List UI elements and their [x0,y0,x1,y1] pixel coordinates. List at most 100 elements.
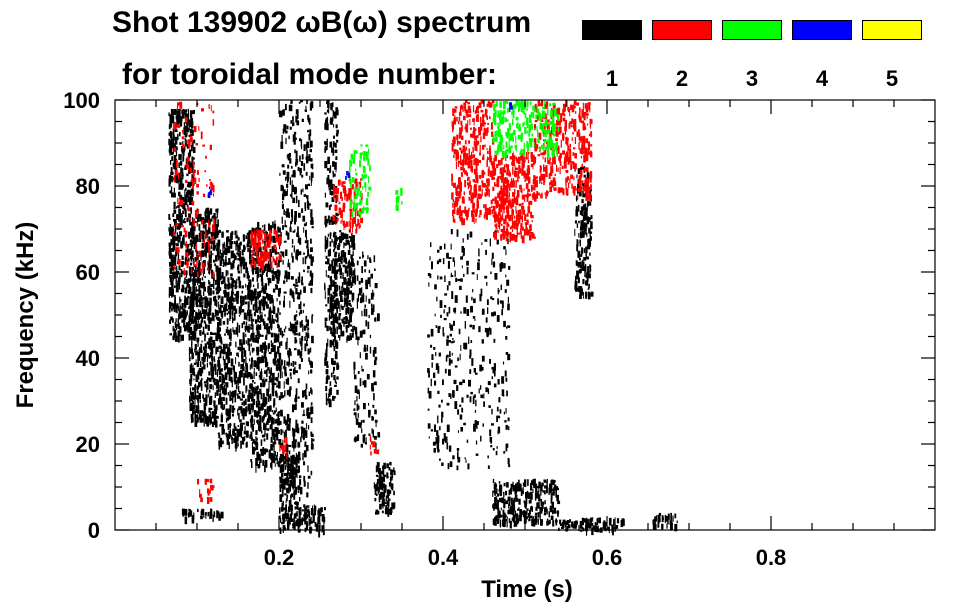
spectrum-point [301,338,303,345]
spectrum-point [175,252,178,257]
spectrum-point [234,308,238,314]
spectrum-point [271,347,275,350]
spectrum-point [196,351,200,355]
spectrum-point [193,367,195,376]
spectrum-point [270,310,274,314]
spectrum-point [168,287,172,295]
spectrum-point [464,140,467,145]
spectrum-point [454,365,458,368]
spectrum-point [262,303,266,311]
spectrum-point [501,389,505,396]
spectrum-point [500,484,503,493]
spectrum-point [210,105,212,112]
spectrum-point [334,235,337,242]
spectrum-point [493,503,495,511]
spectrum-point [232,408,236,411]
spectrum-point [479,364,483,372]
spectrum-point [498,497,502,502]
spectrum-point [357,413,359,418]
spectrum-point [201,417,205,422]
spectrum-point [192,181,194,189]
spectrum-point [169,333,172,336]
spectrum-point [196,271,199,278]
spectrum-point [208,245,210,253]
spectrum-point [509,520,512,529]
spectrum-point [245,443,248,448]
spectrum-point [186,161,189,165]
spectrum-point [393,490,395,496]
spectrum-point [207,261,209,264]
spectrum-point [244,325,248,331]
legend-swatch-1 [582,20,642,40]
spectrum-point [168,132,171,136]
spectrum-point [504,501,507,505]
spectrum-point [310,443,314,450]
spectrum-point [189,135,193,142]
spectrum-point [343,242,345,249]
spectrum-point [192,286,195,294]
spectrum-point [186,246,189,251]
spectrum-point [354,180,357,184]
spectrum-point [171,136,173,140]
spectrum-point [222,320,226,325]
spectrum-point [303,163,306,171]
spectrum-point [275,427,279,431]
spectrum-point [251,231,254,239]
spectrum-point [212,377,216,383]
spectrum-point [505,249,507,256]
spectrum-point [233,241,236,245]
spectrum-point [175,324,179,327]
spectrum-point [258,229,262,236]
spectrum-point [175,318,177,322]
spectrum-point [499,484,501,493]
spectrum-point [459,353,461,361]
spectrum-point [215,279,217,285]
spectrum-point [178,305,180,311]
spectrum-point [506,516,508,520]
spectrum-point [555,491,557,498]
spectrum-point [532,516,534,520]
spectrum-point [192,515,195,520]
spectrum-point [276,358,279,364]
spectrum-point [185,112,187,119]
spectrum-point [304,444,306,447]
spectrum-point [256,330,260,336]
spectrum-point [226,296,229,302]
spectrum-point [265,326,268,330]
spectrum-point [335,350,338,359]
spectrum-point [194,384,196,393]
spectrum-point [262,397,265,403]
spectrum-point [252,326,254,334]
spectrum-point [250,299,253,305]
spectrum-point [273,306,275,314]
spectrum-point [257,407,261,414]
spectrum-point [291,214,294,222]
spectrum-point [515,485,518,488]
spectrum-point [505,408,507,414]
spectrum-point [274,419,278,424]
spectrum-point [268,351,272,354]
legend-label-1: 1 [605,66,619,91]
legend-swatch-4 [792,20,852,40]
spectrum-point [493,383,497,388]
spectrum-point [211,357,214,366]
spectrum-point [360,217,363,224]
spectrum-point [330,372,333,378]
spectrum-point [267,234,270,237]
spectrum-point [198,126,200,131]
spectrum-point [330,216,333,223]
spectrum-point [184,277,186,281]
spectrum-point [218,434,221,439]
spectrum-point [462,379,465,383]
spectrum-point [302,435,305,439]
spectrum-point [189,381,192,387]
spectrum-point [283,528,287,531]
spectrum-point [438,352,441,357]
spectrum-point [258,241,262,248]
spectrum-point [381,501,384,506]
legend-label-2: 2 [675,66,689,91]
spectrum-point [371,307,374,315]
spectrum-point [335,107,338,115]
spectrum-point [333,185,335,193]
spectrum-point [472,289,474,293]
